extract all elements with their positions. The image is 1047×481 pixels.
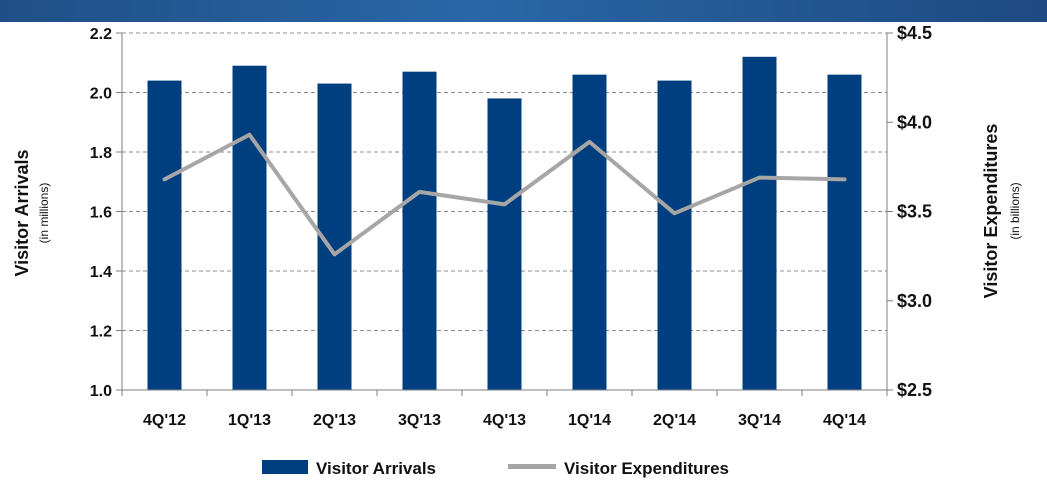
line-point-visitor-expenditures <box>418 190 421 194</box>
right-axis-label: Visitor Expenditures <box>981 124 1001 299</box>
legend-swatch-arrivals <box>262 460 308 474</box>
bar-visitor-arrivals <box>147 80 182 390</box>
right-tick-label: $3.5 <box>897 202 932 222</box>
x-tick-label: 4Q'13 <box>483 412 526 429</box>
x-tick-label: 2Q'14 <box>653 412 696 429</box>
x-tick-label: 3Q'13 <box>398 412 441 429</box>
bar-visitor-arrivals <box>232 65 267 390</box>
header-band <box>0 0 1047 22</box>
line-point-visitor-expenditures <box>248 133 251 137</box>
right-axis-title: Visitor Expenditures (in billions) <box>981 124 1022 299</box>
legend-label-arrivals: Visitor Arrivals <box>316 459 436 478</box>
right-tick-label: $4.5 <box>897 23 932 43</box>
left-tick-label: 1.2 <box>90 324 112 341</box>
bar-visitor-arrivals <box>572 74 607 391</box>
left-tick-label: 1.4 <box>90 264 112 281</box>
right-axis-sublabel: (in billions) <box>1008 182 1022 239</box>
right-tick-label: $3.0 <box>897 291 932 311</box>
line-point-visitor-expenditures <box>163 177 166 181</box>
left-tick-label: 1.6 <box>90 205 112 222</box>
line-point-visitor-expenditures <box>843 177 846 181</box>
bar-visitor-arrivals <box>487 98 522 390</box>
left-tick-label: 1.8 <box>90 145 112 162</box>
x-tick-label: 2Q'13 <box>313 412 356 429</box>
x-tick-label: 4Q'14 <box>823 412 866 429</box>
left-axis-label: Visitor Arrivals <box>12 149 32 276</box>
line-point-visitor-expenditures <box>333 252 336 256</box>
line-visitor-expenditures <box>162 132 847 257</box>
left-tick-label: 1.0 <box>90 383 112 400</box>
legend-swatch-expenditures <box>508 464 556 469</box>
left-tick-label: 2.2 <box>90 26 112 43</box>
x-tick-label: 1Q'13 <box>228 412 271 429</box>
bar-visitor-arrivals <box>657 80 692 390</box>
bar-visitor-arrivals <box>827 74 862 391</box>
x-tick-label: 3Q'14 <box>738 412 781 429</box>
right-tick-label: $2.5 <box>897 380 932 400</box>
left-tick-label: 2.0 <box>90 86 112 103</box>
axes: 1.0 1.2 1.4 1.6 1.8 2.0 2.2 $2.5 $3.0 $3.5 $4.0 $4.… <box>90 23 932 429</box>
legend-label-expenditures: Visitor Expenditures <box>564 459 729 478</box>
right-tick-label: $4.0 <box>897 112 932 132</box>
legend: Visitor Arrivals Visitor Expenditures <box>262 459 729 478</box>
line-point-visitor-expenditures <box>588 140 591 144</box>
x-tick-label: 4Q'12 <box>143 412 186 429</box>
left-axis-title: Visitor Arrivals (in millions) <box>12 149 51 276</box>
line-point-visitor-expenditures <box>758 176 761 180</box>
bar-visitor-arrivals <box>742 56 777 391</box>
bar-visitor-arrivals <box>402 71 437 391</box>
x-tick-label: 1Q'14 <box>568 412 611 429</box>
bars-visitor-arrivals <box>147 56 862 391</box>
left-axis-sublabel: (in millions) <box>37 183 51 244</box>
line-point-visitor-expenditures <box>503 202 506 206</box>
line-point-visitor-expenditures <box>673 211 676 215</box>
